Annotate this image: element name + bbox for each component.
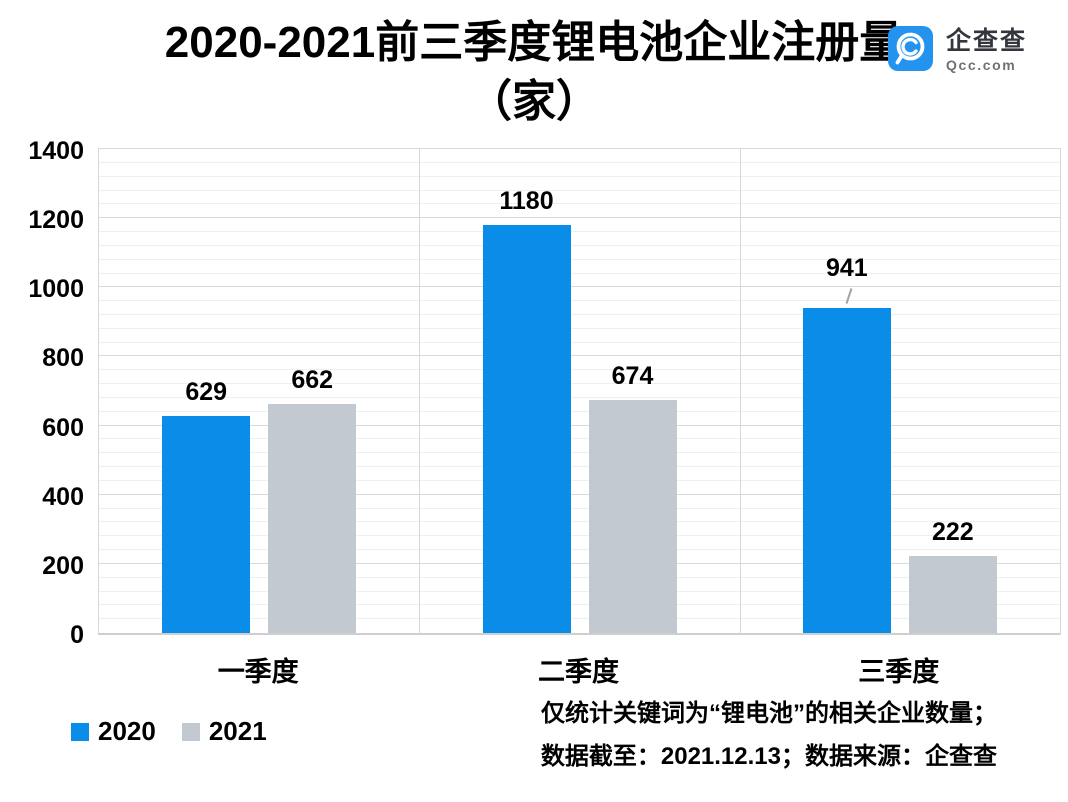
y-axis-label: 200 (42, 551, 84, 580)
gridline-minor (99, 231, 1060, 232)
gridline-minor (99, 175, 1060, 177)
legend-item: 2020 (71, 716, 156, 747)
category-separator (419, 149, 421, 633)
brand-domain: Qcc.com (945, 57, 1017, 73)
gridline-major (99, 217, 1060, 219)
chart-title-line2: （家） (468, 77, 600, 126)
legend-swatch-2020 (71, 722, 89, 741)
bar-value-label: 222 (931, 518, 974, 547)
x-axis: 一季度 二季度 三季度 (98, 637, 1061, 687)
gridline-minor (99, 410, 1060, 412)
y-axis: 0 200 400 600 800 1000 1200 1400 (0, 137, 84, 649)
gridline-minor (99, 396, 1060, 398)
x-axis-label: 三季度 (858, 657, 940, 687)
footnote: 仅统计关键词为“锂电池”的相关企业数量； 数据截至：2021.12.13；数据来… (541, 692, 997, 778)
footnote-line1: 仅统计关键词为“锂电池”的相关企业数量； (541, 700, 997, 727)
bar-2020-一季度 (162, 415, 251, 633)
bar-2021-三季度 (908, 556, 997, 633)
bar-2020-二季度 (482, 225, 571, 633)
bar-2021-一季度 (268, 404, 357, 633)
gridline-minor (99, 479, 1060, 481)
bar-2020-三季度 (802, 307, 891, 633)
bar-2021-二季度 (588, 400, 677, 633)
gridline-minor (99, 300, 1060, 302)
gridline-minor (99, 258, 1060, 260)
gridline-major (99, 562, 1060, 564)
gridline-minor (99, 507, 1060, 509)
gridline-minor (99, 466, 1060, 468)
gridline-major (99, 286, 1060, 288)
legend: 2020 2021 (71, 716, 267, 747)
qcc-logo-icon (887, 26, 933, 71)
x-axis-label: 二季度 (538, 657, 619, 687)
legend-swatch-2021 (181, 722, 200, 741)
y-axis-label: 1000 (28, 275, 84, 304)
y-axis-label: 800 (42, 344, 84, 373)
legend-label: 2021 (208, 716, 267, 746)
gridline-minor (99, 521, 1060, 523)
gridline-minor (99, 383, 1060, 385)
gridline-minor (99, 438, 1060, 440)
brand-name: 企查查 (945, 27, 1027, 55)
gridline-minor (99, 618, 1060, 620)
gridline-minor (99, 590, 1060, 592)
y-axis-label: 1400 (28, 137, 84, 165)
y-axis-label: 400 (42, 482, 84, 511)
category-separator (739, 149, 741, 633)
bar-value-label: 1180 (499, 187, 554, 216)
gridline-minor (99, 203, 1060, 205)
chart-title-line1: 2020-2021前三季度锂电池企业注册量 (164, 18, 904, 67)
plot-area: 629 1180 941 662 674 222 (98, 148, 1061, 635)
gridline-minor (99, 341, 1060, 343)
gridline-minor (99, 604, 1060, 606)
y-axis-label: 600 (42, 413, 84, 442)
gridline-major (99, 424, 1060, 426)
gridline-minor (99, 452, 1060, 454)
gridline-major (99, 493, 1060, 495)
gridline-minor (99, 369, 1060, 371)
gridline-minor (99, 244, 1060, 246)
gridline-minor (99, 189, 1060, 191)
label-leader-line (845, 287, 853, 304)
magnifier-at-glyph (895, 32, 925, 65)
gridline-minor (99, 535, 1060, 537)
x-axis-label: 一季度 (217, 657, 299, 687)
gridline-minor (99, 576, 1060, 578)
gridline-minor (99, 313, 1060, 315)
legend-label: 2020 (98, 716, 156, 746)
gridline-minor (99, 161, 1060, 163)
y-axis-label: 0 (70, 621, 84, 649)
bar-value-label: 662 (291, 366, 334, 395)
footnote-line2: 数据截至：2021.12.13；数据来源：企查查 (540, 743, 997, 770)
bar-value-label: 629 (185, 377, 228, 406)
y-axis-label: 1200 (28, 206, 84, 235)
gridline-minor (99, 549, 1060, 550)
gridline-minor (99, 272, 1060, 274)
legend-item: 2021 (181, 716, 267, 747)
bar-value-label: 941 (825, 253, 868, 282)
bar-value-label: 674 (611, 362, 654, 390)
chart-title: 2020-2021前三季度锂电池企业注册量 （家） (0, 13, 1068, 131)
gridline-minor (99, 327, 1060, 329)
qcc-logo-text: 企查查 Qcc.com (945, 26, 1027, 74)
gridline-major (99, 355, 1060, 357)
qcc-logo: 企查查 Qcc.com (887, 26, 1027, 74)
